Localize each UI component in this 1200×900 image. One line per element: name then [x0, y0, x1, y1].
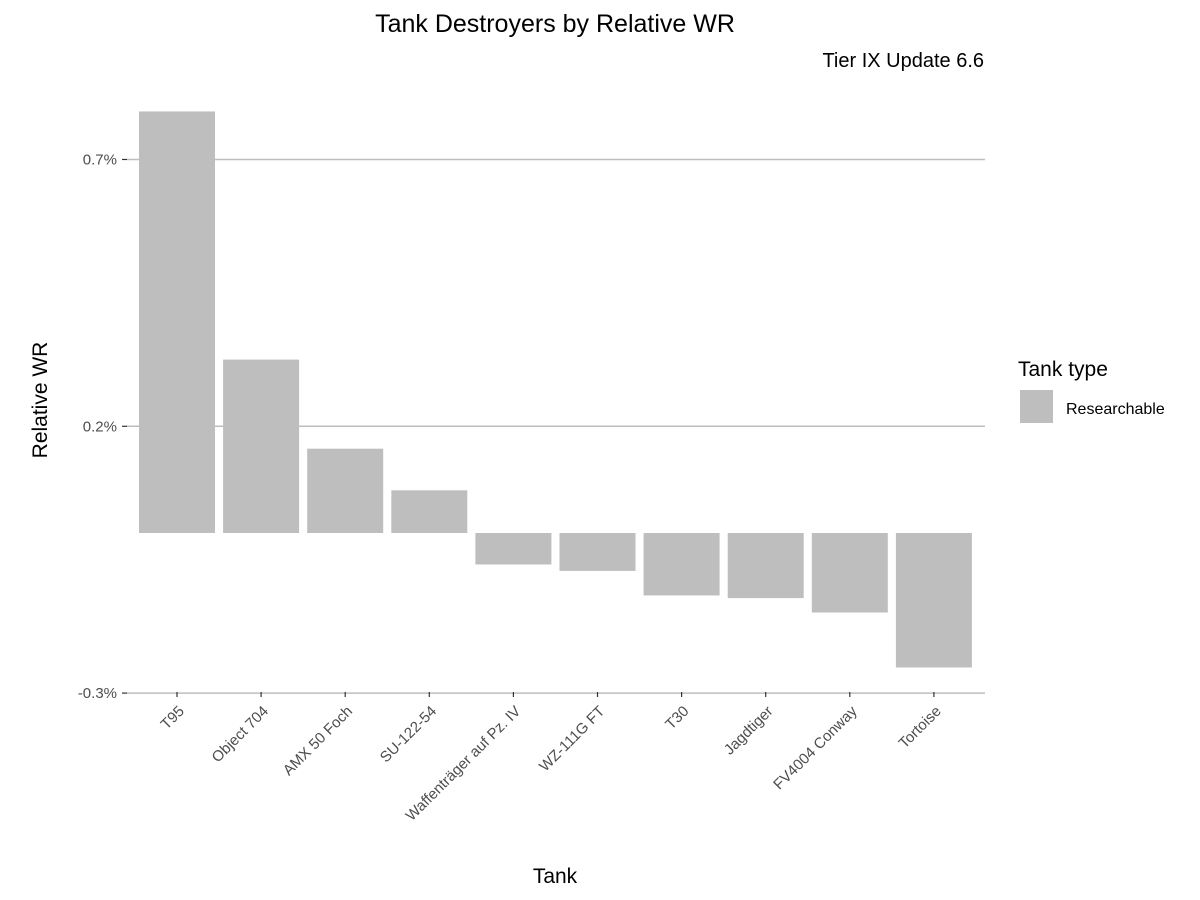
y-tick-label: 0.7% — [83, 151, 117, 168]
x-tick-label: T30 — [662, 703, 692, 733]
x-tick-label: Object 704 — [209, 703, 272, 766]
legend-label: Researchable — [1066, 401, 1165, 418]
legend-swatch — [1020, 390, 1053, 423]
x-tick-label: FV4004 Conway — [770, 702, 861, 793]
bar — [727, 533, 804, 599]
legend-title: Tank type — [1018, 358, 1108, 381]
bar — [391, 490, 468, 533]
y-tick-label: 0.2% — [83, 418, 117, 435]
y-tick-label: -0.3% — [78, 685, 117, 702]
chart-subtitle: Tier IX Update 6.6 — [822, 50, 984, 72]
x-tick-label: Tortoise — [896, 703, 945, 752]
x-tick-label: T95 — [158, 703, 188, 733]
y-axis-title: Relative WR — [29, 342, 52, 459]
x-tick-label: Jagdtiger — [721, 703, 777, 759]
bar — [895, 533, 972, 668]
bar — [559, 533, 636, 571]
x-tick-label: WZ-111G FT — [536, 703, 608, 775]
y-axis: -0.3% 0.2% 0.7% — [78, 151, 127, 702]
bar — [811, 533, 888, 613]
bar — [307, 448, 384, 533]
bars — [139, 111, 972, 668]
x-tick-label: SU-122-54 — [377, 703, 440, 766]
chart-title: Tank Destroyers by Relative WR — [375, 10, 735, 38]
legend: Tank type Researchable — [1018, 358, 1165, 423]
x-axis-title: Tank — [533, 865, 578, 888]
x-axis: T95 Object 704 AMX 50 Foch SU-122-54Waffent… — [158, 692, 945, 824]
bar — [139, 111, 215, 534]
bar — [223, 359, 300, 533]
bar — [643, 533, 720, 596]
bar — [475, 533, 552, 565]
x-tick-label: AMX 50 Foch — [280, 703, 356, 779]
